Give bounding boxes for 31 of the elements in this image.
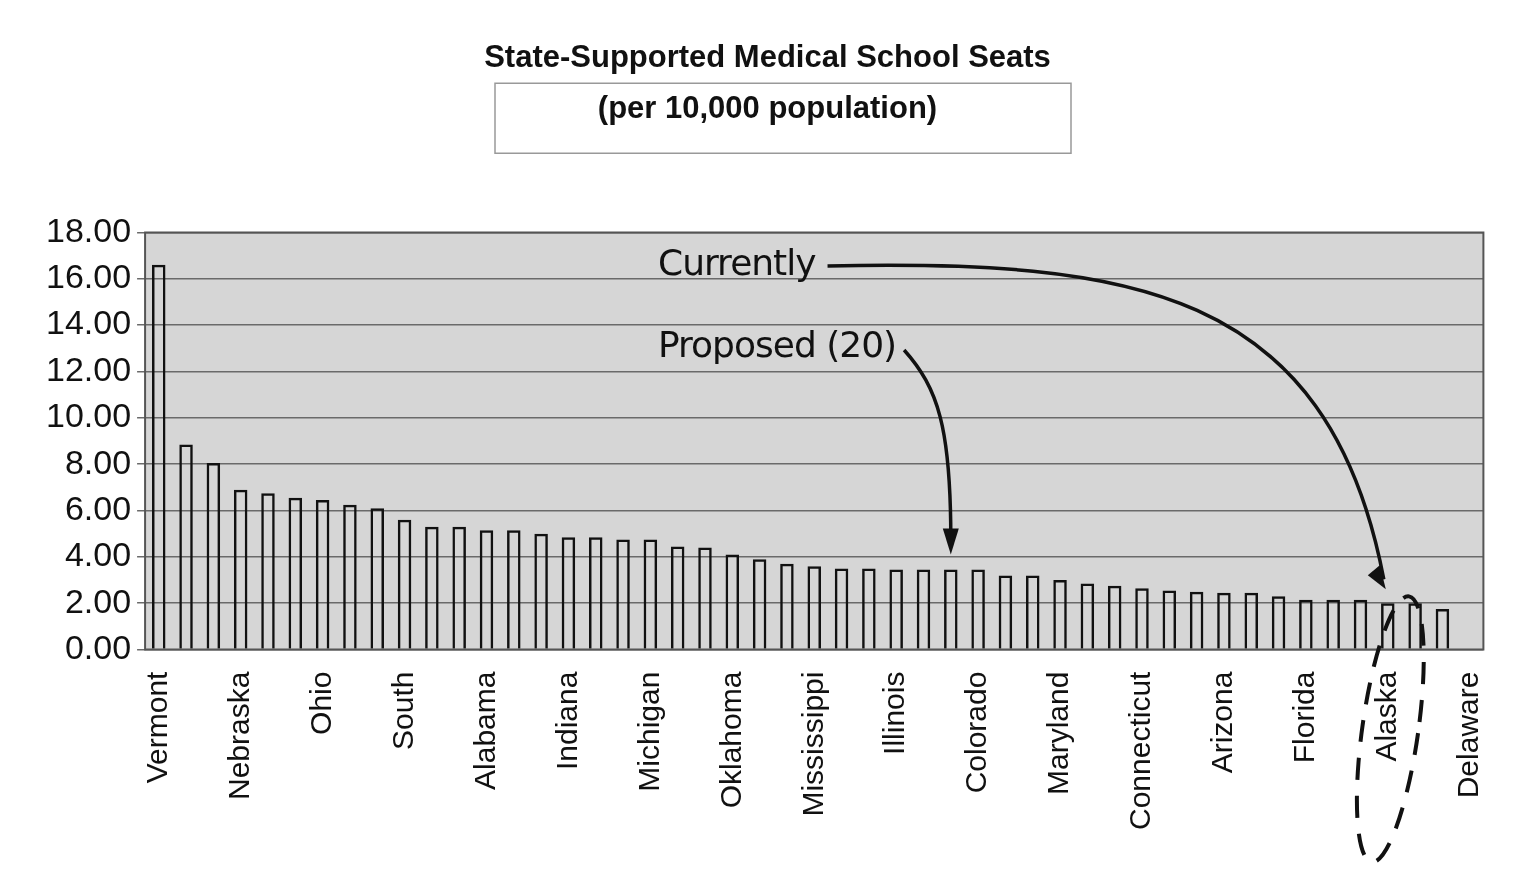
x-tick-label: Colorado (959, 671, 993, 794)
x-tick-label: Mississippi (795, 671, 829, 817)
y-tick-label: 14.00 (45, 303, 132, 342)
x-tick-label: Michigan (631, 671, 665, 792)
y-tick-label: 16.00 (45, 257, 132, 296)
chart-title: State-Supported Medical School Seats (484, 39, 1051, 75)
x-tick-label: Delaware (1451, 671, 1485, 799)
y-tick-label: 12.00 (45, 349, 132, 388)
x-tick-label: Vermont (140, 670, 173, 784)
y-tick-label: 8.00 (64, 442, 132, 481)
y-tick-label: 6.00 (64, 488, 132, 527)
x-tick-label: Illinois (877, 671, 911, 755)
chart-subtitle: (per 10,000 population) (597, 90, 938, 126)
y-tick-label: 18.00 (45, 210, 132, 249)
x-tick-label: Alabama (467, 671, 501, 790)
y-tick-label: 2.00 (64, 581, 132, 620)
x-tick-label: Florida (1287, 671, 1321, 764)
annotation: Proposed (20) (658, 324, 897, 365)
x-tick-label: Arizona (1205, 671, 1239, 774)
y-tick-label: 10.00 (45, 396, 132, 435)
x-tick-label: Oklahoma (713, 671, 747, 809)
x-tick-label: Nebraska (221, 671, 255, 800)
x-tick-label: Indiana (549, 671, 583, 771)
x-tick-label: Maryland (1041, 671, 1075, 795)
y-tick-label: 4.00 (64, 535, 132, 574)
x-tick-label: South (385, 671, 419, 750)
x-tick-label: Alaska (1369, 671, 1403, 762)
x-tick-label: Connecticut (1123, 670, 1157, 831)
y-tick-label: 0.00 (64, 627, 132, 666)
x-tick-label: Ohio (303, 671, 337, 735)
annotation: Currently (658, 242, 816, 283)
